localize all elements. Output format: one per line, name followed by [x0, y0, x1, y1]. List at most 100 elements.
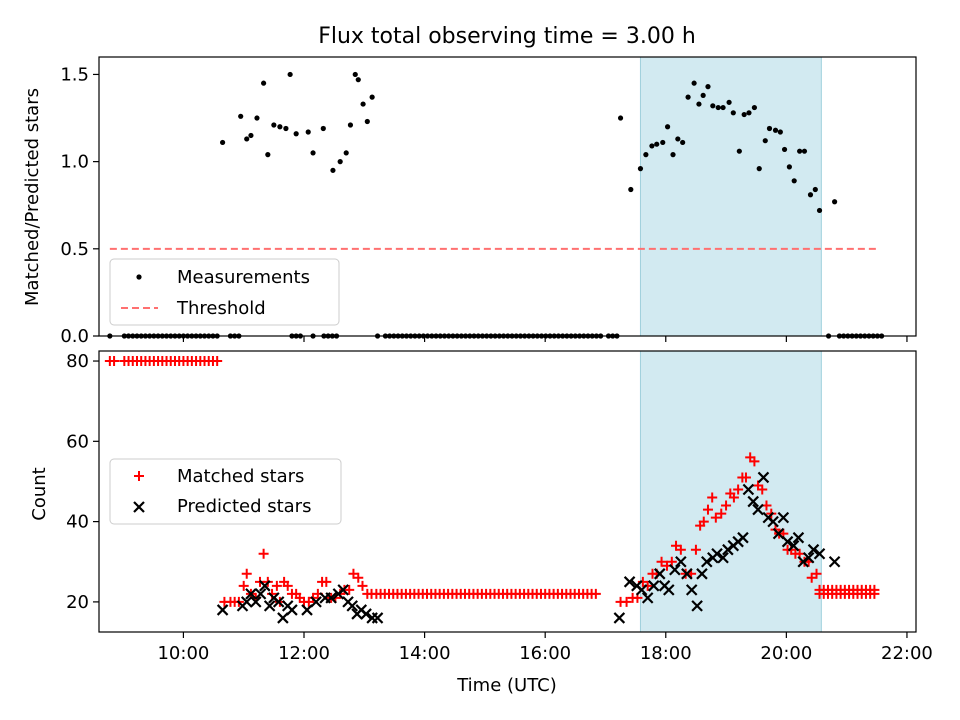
- matched-star-point: [212, 356, 223, 367]
- predicted-star-point: [691, 600, 703, 612]
- predicted-star-point: [767, 515, 779, 528]
- predicted-star-point: [777, 511, 790, 524]
- predicted-star-point: [792, 531, 805, 544]
- matched-star-point: [109, 356, 120, 367]
- matched-star-point: [357, 580, 368, 591]
- measurement-point: [305, 129, 311, 135]
- measurement-point: [807, 192, 814, 198]
- measurement-point: [705, 84, 711, 90]
- matched-star-point: [740, 472, 751, 483]
- measurement-point: [816, 207, 823, 214]
- predicted-star-point: [263, 600, 276, 612]
- predicted-star-point: [286, 604, 298, 616]
- matched-star-point: [710, 512, 721, 523]
- y-tick-label: 0.5: [60, 239, 89, 260]
- measurement-point: [772, 127, 779, 133]
- measurement-point: [801, 148, 808, 154]
- predicted-star-point: [613, 612, 626, 624]
- measurement-point: [730, 110, 736, 116]
- measurement-point: [293, 131, 299, 137]
- measurement-point: [287, 71, 293, 78]
- predicted-star-point: [371, 612, 384, 624]
- matched-star-point: [811, 568, 822, 579]
- x-tick-label: 18:00: [640, 643, 692, 664]
- bottom-legend: Matched stars Predicted stars: [109, 458, 342, 525]
- top-legend: Measurements Threshold: [109, 258, 340, 326]
- y-tick-label: 60: [66, 431, 89, 452]
- top-y-axis-label: Matched/Predicted stars: [22, 88, 43, 306]
- measurements-legend-marker: [136, 274, 142, 280]
- predicted-star-point: [757, 471, 770, 484]
- predicted-star-point: [310, 596, 322, 608]
- predicted-star-point: [249, 596, 262, 608]
- x-tick-label: 12:00: [278, 643, 330, 664]
- measurement-point: [680, 139, 686, 146]
- measurement-point: [791, 178, 797, 184]
- x-tick-label: 20:00: [760, 643, 812, 664]
- measurement-point: [283, 125, 289, 132]
- measurement-point: [337, 159, 343, 165]
- measurement-point: [254, 115, 260, 121]
- predicted-star-point: [259, 580, 271, 592]
- measurement-point: [746, 110, 752, 116]
- predicted-star-point: [245, 588, 257, 600]
- ratio-series: [107, 71, 885, 339]
- predicted-star-point: [301, 604, 313, 616]
- predicted-star-point: [641, 592, 654, 604]
- measurement-point: [664, 124, 671, 130]
- predicted-star-point: [828, 555, 841, 568]
- bottom-axes: 10:00 12:00 14:00 16:00 18:00 20:00 22:00 20 40 6…: [66, 351, 933, 664]
- measurement-point: [812, 186, 818, 193]
- measurement-point: [797, 148, 803, 154]
- matched-star-point: [749, 456, 760, 467]
- predicted-star-point: [737, 531, 749, 544]
- predicted-star-point: [781, 535, 794, 548]
- measurement-point: [710, 103, 716, 109]
- y-tick-label: 1.5: [60, 64, 89, 85]
- predicted-star-point: [802, 551, 815, 564]
- measurement-point: [675, 136, 681, 142]
- matched-star-point: [238, 580, 249, 591]
- measurement-point: [762, 138, 768, 144]
- x-tick-label: 14:00: [399, 643, 451, 664]
- measurement-point: [781, 146, 788, 153]
- predicted-star-point: [216, 604, 229, 616]
- measurement-point: [220, 139, 226, 146]
- measurement-point: [347, 122, 354, 128]
- threshold-legend-label: Threshold: [176, 298, 266, 319]
- bottom-plot-frame: [98, 350, 917, 633]
- predicted-star-point: [272, 596, 285, 608]
- predicted-star-point: [711, 547, 723, 560]
- measurement-point: [617, 115, 624, 121]
- matched-star-point: [271, 580, 282, 591]
- measurement-point: [628, 186, 634, 193]
- top-plot-frame: [98, 56, 917, 337]
- predicted-star-point: [675, 555, 687, 568]
- predicted-star-point: [277, 612, 289, 624]
- predicted-stars-legend-marker: [133, 501, 145, 513]
- count-series: [104, 356, 880, 624]
- predicted-star-point: [337, 584, 349, 596]
- matched-star-point: [728, 492, 739, 503]
- measurement-point: [261, 80, 267, 86]
- measurement-point: [751, 104, 758, 111]
- measurement-point: [265, 152, 271, 158]
- matched-stars-legend-marker: [134, 471, 144, 481]
- measurement-point: [360, 101, 366, 107]
- measurement-point: [741, 111, 747, 118]
- measurement-point: [355, 77, 361, 83]
- measurement-point: [352, 71, 358, 78]
- measurement-point: [649, 143, 655, 149]
- matched-star-point: [241, 568, 252, 579]
- matched-star-point: [344, 584, 355, 595]
- matched-star-point: [757, 484, 768, 495]
- y-tick-label: 0.0: [60, 326, 89, 347]
- count-plot: 10:00 12:00 14:00 16:00 18:00 20:00 22:00 20 40 6…: [29, 350, 933, 696]
- predicted-star-point: [635, 584, 648, 596]
- measurement-point: [364, 118, 370, 125]
- measurement-point: [271, 122, 277, 128]
- matched-star-point: [707, 492, 718, 503]
- measurement-point: [643, 152, 649, 158]
- predicted-star-point: [240, 596, 253, 608]
- predicted-star-point: [772, 527, 785, 540]
